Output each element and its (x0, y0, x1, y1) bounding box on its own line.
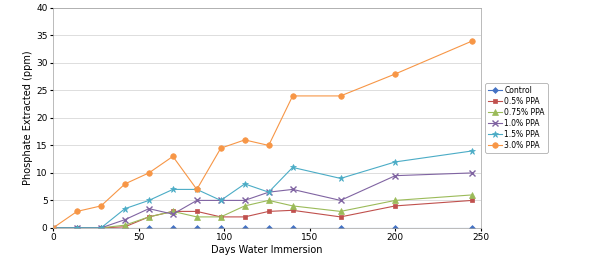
Line: Control: Control (51, 226, 474, 230)
3.0% PPA (194, 188, 201, 191)
0.5% PPA (241, 215, 248, 218)
1.0% PPA (145, 207, 152, 210)
Line: 0.5% PPA: 0.5% PPA (51, 198, 474, 230)
Line: 1.5% PPA: 1.5% PPA (50, 147, 476, 231)
3.0% PPA (289, 94, 296, 98)
0.5% PPA (97, 226, 104, 229)
Y-axis label: Phosphate Extracted (ppm): Phosphate Extracted (ppm) (23, 51, 33, 185)
1.0% PPA (74, 226, 81, 229)
0.75% PPA (145, 215, 152, 218)
0.5% PPA (337, 215, 344, 218)
3.0% PPA (145, 171, 152, 174)
0.5% PPA (122, 225, 129, 228)
Legend: Control, 0.5% PPA, 0.75% PPA, 1.0% PPA, 1.5% PPA, 3.0% PPA: Control, 0.5% PPA, 0.75% PPA, 1.0% PPA, … (485, 83, 548, 153)
3.0% PPA (97, 204, 104, 207)
3.0% PPA (468, 39, 476, 42)
3.0% PPA (74, 210, 81, 213)
1.5% PPA (145, 199, 152, 202)
3.0% PPA (217, 147, 224, 150)
1.5% PPA (50, 226, 57, 229)
1.5% PPA (392, 160, 399, 164)
Control (217, 226, 224, 229)
1.0% PPA (289, 188, 296, 191)
3.0% PPA (169, 155, 176, 158)
1.5% PPA (468, 149, 476, 152)
1.5% PPA (217, 199, 224, 202)
1.0% PPA (97, 226, 104, 229)
1.0% PPA (194, 199, 201, 202)
0.5% PPA (74, 226, 81, 229)
Control (50, 226, 57, 229)
0.5% PPA (468, 199, 476, 202)
Control (122, 226, 129, 229)
0.75% PPA (337, 210, 344, 213)
Control (241, 226, 248, 229)
Control (74, 226, 81, 229)
0.5% PPA (392, 204, 399, 207)
1.0% PPA (50, 226, 57, 229)
1.0% PPA (468, 171, 476, 174)
3.0% PPA (122, 182, 129, 186)
0.75% PPA (468, 193, 476, 197)
1.0% PPA (392, 174, 399, 177)
X-axis label: Days Water Immersion: Days Water Immersion (211, 245, 323, 255)
0.75% PPA (169, 210, 176, 213)
Control (265, 226, 272, 229)
0.75% PPA (265, 199, 272, 202)
Control (145, 226, 152, 229)
0.5% PPA (289, 209, 296, 212)
0.5% PPA (265, 210, 272, 213)
1.0% PPA (122, 218, 129, 221)
0.5% PPA (169, 210, 176, 213)
1.5% PPA (122, 207, 129, 210)
0.75% PPA (97, 226, 104, 229)
1.0% PPA (241, 199, 248, 202)
3.0% PPA (50, 226, 57, 229)
0.75% PPA (289, 204, 296, 207)
Line: 1.0% PPA: 1.0% PPA (50, 170, 475, 231)
0.5% PPA (194, 210, 201, 213)
1.5% PPA (241, 182, 248, 186)
Control (194, 226, 201, 229)
0.5% PPA (217, 215, 224, 218)
1.5% PPA (74, 226, 81, 229)
0.5% PPA (145, 215, 152, 218)
1.0% PPA (169, 213, 176, 216)
0.75% PPA (217, 215, 224, 218)
Control (392, 226, 399, 229)
1.5% PPA (289, 166, 296, 169)
0.75% PPA (122, 224, 129, 227)
0.75% PPA (194, 215, 201, 218)
0.75% PPA (74, 226, 81, 229)
0.75% PPA (392, 199, 399, 202)
1.5% PPA (265, 191, 272, 194)
1.5% PPA (169, 188, 176, 191)
3.0% PPA (392, 72, 399, 76)
1.5% PPA (97, 226, 104, 229)
Control (289, 226, 296, 229)
Line: 3.0% PPA: 3.0% PPA (50, 38, 475, 231)
1.5% PPA (194, 188, 201, 191)
Control (468, 226, 476, 229)
Control (169, 226, 176, 229)
0.5% PPA (50, 226, 57, 229)
3.0% PPA (265, 144, 272, 147)
Line: 0.75% PPA: 0.75% PPA (50, 192, 475, 231)
1.0% PPA (217, 199, 224, 202)
1.0% PPA (337, 199, 344, 202)
3.0% PPA (337, 94, 344, 98)
3.0% PPA (241, 138, 248, 142)
Control (97, 226, 104, 229)
1.5% PPA (337, 177, 344, 180)
1.0% PPA (265, 191, 272, 194)
0.75% PPA (241, 204, 248, 207)
0.75% PPA (50, 226, 57, 229)
Control (337, 226, 344, 229)
